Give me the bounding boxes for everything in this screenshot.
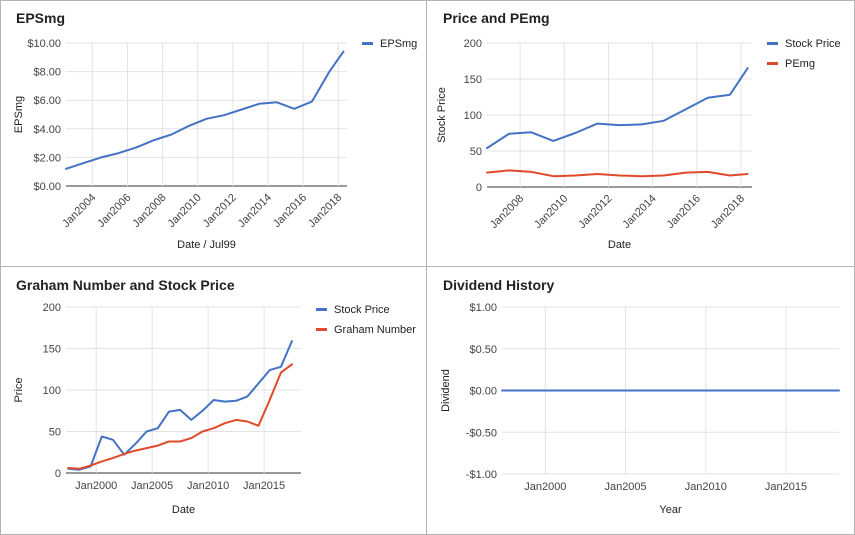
chart-title: Price and PEmg xyxy=(443,10,550,26)
x-tick-label: Jan2005 xyxy=(131,480,173,492)
legend-label: PEmg xyxy=(785,58,815,70)
legend-swatch xyxy=(316,308,327,311)
y-axis-title: Dividend xyxy=(440,369,452,412)
chart-graham-number: Graham Number and Stock Price 0 50 100 150 20… xyxy=(13,277,416,516)
y-tick-label: $2.00 xyxy=(33,152,61,164)
y-tick-label: $1.00 xyxy=(469,302,497,314)
y-tick-label: $0.00 xyxy=(469,386,497,398)
chart-title: Graham Number and Stock Price xyxy=(16,277,235,293)
y-tick-label: 50 xyxy=(470,146,482,158)
x-axis-title: Date / Jul99 xyxy=(177,239,236,251)
x-tick-label: Jan2005 xyxy=(604,481,646,493)
x-tick-label: Jan2000 xyxy=(524,481,566,493)
y-tick-label: 150 xyxy=(464,74,482,86)
x-tick-label: Jan2014 xyxy=(236,192,274,230)
x-tick-label: Jan2015 xyxy=(243,480,285,492)
x-tick-label: Jan2016 xyxy=(665,193,703,231)
y-tick-label: -$1.00 xyxy=(466,469,497,481)
x-tick-label: Jan2008 xyxy=(488,193,526,231)
x-axis-title: Date xyxy=(608,239,631,251)
chart-epsmg: EPSmg $0.00 $2.00 $4.00 $6.00 $8.00 $10.00 Jan2… xyxy=(13,10,417,251)
x-axis-title: Year xyxy=(659,504,682,516)
y-tick-label: $4.00 xyxy=(33,124,61,136)
legend-label: Graham Number xyxy=(334,324,416,336)
legend-swatch xyxy=(767,42,778,45)
x-tick-label: Jan2015 xyxy=(765,481,807,493)
x-tick-label: Jan2010 xyxy=(532,193,570,231)
x-tick-label: Jan2014 xyxy=(620,193,658,231)
chart-panel-epsmg: EPSmg $0.00 $2.00 $4.00 $6.00 $8.00 $10.00 Jan2… xyxy=(0,0,426,266)
series-line-pemg xyxy=(486,169,749,178)
y-tick-label: 200 xyxy=(464,38,482,50)
y-tick-label: $0.00 xyxy=(33,181,61,193)
series-line-stock-price xyxy=(486,67,749,150)
x-axis-title: Date xyxy=(172,504,195,516)
legend-swatch xyxy=(362,42,373,45)
chart-panel-dividend-history: Dividend History -$1.00 -$0.50 $0.00 $0.50 $1… xyxy=(427,267,853,533)
y-tick-label: 100 xyxy=(43,385,61,397)
legend-label: Stock Price xyxy=(334,304,390,316)
chart-dividend-history: Dividend History -$1.00 -$0.50 $0.00 $0.50 $1… xyxy=(440,277,840,516)
x-tick-label: Jan2010 xyxy=(685,481,727,493)
y-tick-label: 100 xyxy=(464,110,482,122)
x-tick-label: Jan2010 xyxy=(187,480,229,492)
y-tick-label: $6.00 xyxy=(33,95,61,107)
y-axis-title: Price xyxy=(13,377,25,402)
y-tick-label: 150 xyxy=(43,344,61,356)
y-tick-label: -$0.50 xyxy=(466,427,497,439)
y-tick-label: 0 xyxy=(55,468,61,480)
y-tick-label: $0.50 xyxy=(469,344,497,356)
x-tick-label: Jan2004 xyxy=(60,192,98,230)
chart-title: EPSmg xyxy=(16,10,65,26)
x-tick-label: Jan2008 xyxy=(130,192,168,230)
x-tick-label: Jan2006 xyxy=(95,192,133,230)
chart-panel-graham-number: Graham Number and Stock Price 0 50 100 150 20… xyxy=(0,267,426,533)
panel-divider-vertical xyxy=(426,0,427,535)
y-axis-title: Stock Price xyxy=(436,87,448,143)
x-tick-label: Jan2018 xyxy=(709,193,747,231)
legend-label: Stock Price xyxy=(785,38,841,50)
y-tick-label: 200 xyxy=(43,302,61,314)
chart-panel-price-pemg: Price and PEmg 0 50 100 150 200 Jan2008 Jan2010… xyxy=(427,0,853,266)
series-line-stock-price xyxy=(67,340,293,471)
y-tick-label: 0 xyxy=(476,182,482,194)
x-tick-label: Jan2012 xyxy=(201,192,239,230)
chart-price-pemg: Price and PEmg 0 50 100 150 200 Jan2008 Jan2010… xyxy=(436,10,841,251)
y-axis-title: EPSmg xyxy=(13,96,25,133)
x-tick-label: Jan2018 xyxy=(306,192,344,230)
x-tick-label: Jan2000 xyxy=(75,480,117,492)
y-tick-label: $8.00 xyxy=(33,67,61,79)
panel-divider-horizontal xyxy=(0,266,855,267)
legend-swatch xyxy=(767,62,778,65)
legend-swatch xyxy=(316,328,327,331)
y-tick-label: $10.00 xyxy=(27,38,61,50)
x-tick-label: Jan2012 xyxy=(576,193,614,231)
x-tick-label: Jan2010 xyxy=(166,192,204,230)
y-tick-label: 50 xyxy=(49,427,61,439)
series-line-graham-number xyxy=(67,363,293,470)
chart-title: Dividend History xyxy=(443,277,554,293)
series-line-epsmg xyxy=(65,50,345,170)
legend-label: EPSmg xyxy=(380,38,417,50)
x-tick-label: Jan2016 xyxy=(271,192,309,230)
